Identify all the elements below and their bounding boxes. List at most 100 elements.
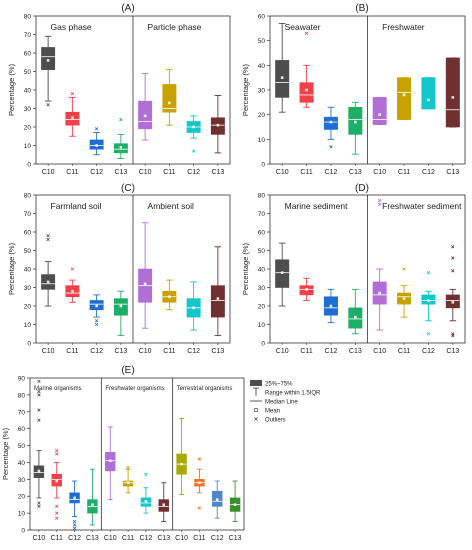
- box-c12: [89, 127, 104, 156]
- outlier-point: [55, 452, 59, 456]
- group-title: Freshwater: [382, 22, 425, 32]
- x-tick-label: C11: [163, 169, 175, 176]
- outlier-point: [94, 322, 99, 327]
- box-c12: [323, 106, 338, 149]
- panel-label: (C): [121, 183, 135, 194]
- x-tick-label: C12: [90, 169, 103, 176]
- mean-marker: [451, 96, 455, 99]
- x-tick-label: C11: [300, 169, 312, 176]
- outlier-point: [37, 504, 41, 509]
- mean-marker: [168, 101, 171, 105]
- y-tick-label: 90: [18, 376, 26, 383]
- outlier-point: [451, 269, 455, 273]
- box-c12: [186, 281, 201, 331]
- group-title: Freshwater organisms: [105, 386, 164, 392]
- box-c13: [210, 95, 225, 154]
- x-tick-label: C10: [139, 169, 152, 176]
- box-c10: [176, 418, 187, 495]
- mean-marker: [280, 76, 284, 79]
- group-title: Farmland soil: [51, 201, 102, 211]
- y-tick-label: 30: [24, 285, 32, 292]
- mean-marker: [192, 306, 195, 310]
- mean-marker: [451, 301, 455, 304]
- outlier-point: [37, 389, 41, 394]
- y-axis-label: Percentage (%): [7, 63, 16, 116]
- box-c13: [445, 57, 460, 128]
- mean-marker: [126, 481, 130, 485]
- x-tick-label: C10: [276, 169, 289, 176]
- x-tick-label: C13: [114, 348, 127, 355]
- outlier-point: [46, 234, 50, 238]
- legend-label: Outliers: [265, 418, 286, 424]
- y-axis-label: Percentage (%): [1, 427, 10, 480]
- x-tick-label: C12: [211, 535, 224, 542]
- x-tick-label: C11: [163, 348, 175, 355]
- x-tick-label: C13: [114, 169, 127, 176]
- box-c11: [65, 267, 80, 303]
- iqr-box: [41, 47, 56, 70]
- y-tick-label: 60: [258, 14, 266, 21]
- outlier-point: [451, 245, 455, 249]
- y-tick-label: 70: [18, 409, 26, 416]
- mean-marker: [71, 116, 74, 120]
- outlier-point: [304, 31, 309, 35]
- outlier-point: [378, 202, 382, 206]
- outlier-point: [451, 332, 455, 336]
- legend-box-swatch: [250, 380, 262, 386]
- outlier-point: [72, 526, 77, 530]
- x-tick-label: C11: [398, 348, 410, 355]
- panel-d: (D) 0 10 20 30 40 50 60 70 80 Percentage (%) Marine…: [241, 183, 466, 355]
- y-axis-label: Percentage (%): [241, 63, 250, 116]
- y-tick-label: 30: [24, 106, 32, 113]
- y-tick-label: 50: [258, 38, 266, 45]
- mean-marker: [192, 125, 195, 129]
- x-tick-label: C11: [51, 535, 63, 542]
- box-c11: [397, 77, 412, 121]
- mean-marker: [119, 146, 123, 149]
- y-tick-label: 0: [27, 341, 31, 348]
- y-tick-label: 0: [27, 162, 31, 169]
- mean-marker: [180, 462, 183, 466]
- group-title: Gas phase: [51, 22, 92, 32]
- mean-marker: [233, 503, 237, 506]
- group-title: Terrestrial organisms: [177, 386, 233, 392]
- outlier-point: [126, 465, 130, 470]
- panel-a: (A) 0 10 20 30 40 50 60 70 80 Percentage (%) Gas ph…: [7, 3, 231, 176]
- box-c11: [194, 457, 205, 510]
- outlier-point: [37, 379, 41, 384]
- y-tick-label: 0: [261, 162, 265, 169]
- box-c13: [348, 101, 363, 155]
- iqr-box: [210, 285, 225, 318]
- x-tick-label: C10: [175, 535, 188, 542]
- y-tick-label: 60: [18, 426, 26, 433]
- box-c10: [138, 222, 153, 329]
- y-tick-label: 0: [21, 528, 25, 535]
- x-tick-label: C11: [193, 535, 205, 542]
- legend-label: Range within 1.5IQR: [265, 391, 321, 397]
- x-tick-label: C10: [42, 169, 55, 176]
- x-tick-label: C12: [187, 169, 200, 176]
- y-tick-label: 10: [18, 511, 26, 518]
- box-c13: [445, 245, 460, 338]
- box-c10: [33, 379, 45, 509]
- y-tick-label: 70: [258, 211, 266, 218]
- box-c12: [212, 480, 223, 519]
- y-tick-label: 10: [258, 322, 266, 329]
- outlier-point: [451, 256, 455, 260]
- panel-label: (A): [121, 3, 134, 14]
- mean-marker: [215, 498, 219, 501]
- mean-marker: [427, 98, 430, 102]
- x-tick-label: C12: [422, 348, 435, 355]
- mean-marker: [329, 120, 333, 124]
- y-tick-label: 80: [24, 14, 32, 21]
- box-c11: [299, 31, 314, 108]
- x-tick-label: C10: [373, 169, 386, 176]
- outlier-point: [402, 267, 406, 271]
- mean-marker: [95, 144, 98, 147]
- mean-marker: [216, 123, 220, 127]
- box-c13: [158, 482, 169, 523]
- x-tick-label: C10: [276, 348, 289, 355]
- x-tick-label: C12: [90, 348, 103, 355]
- iqr-box: [397, 77, 412, 120]
